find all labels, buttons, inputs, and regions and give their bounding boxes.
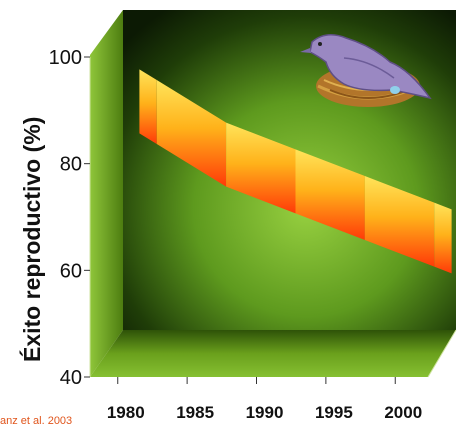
series-ribbon [139, 69, 452, 274]
ribbon-segment [364, 176, 435, 267]
x-axis: 1980 1985 1990 1995 2000 [107, 377, 422, 422]
x-tick-label: 2000 [384, 403, 422, 422]
y-tick-label: 60 [60, 260, 82, 282]
floor [90, 330, 456, 377]
y-axis: 40 60 80 100 [49, 47, 91, 389]
y-tick-label: 100 [49, 47, 82, 69]
x-tick-label: 1995 [315, 403, 353, 422]
ribbon-segment [139, 69, 157, 144]
ribbon-segment [226, 122, 296, 214]
x-tick-label: 1990 [246, 403, 284, 422]
x-tick-label: 1980 [107, 403, 145, 422]
ribbon-segment [434, 202, 452, 274]
y-tick-label: 40 [60, 367, 82, 389]
x-tick-label: 1985 [176, 403, 214, 422]
y-axis-label: Éxito reproductivo (%) [18, 117, 45, 362]
ribbon-segment [295, 149, 365, 240]
left-wall [90, 10, 123, 377]
y-tick-label: 80 [60, 154, 82, 176]
ribbon-segment [156, 80, 227, 187]
source-citation: anz et al. 2003 [0, 415, 72, 427]
front-edge-right [427, 329, 457, 378]
bird-on-nest-icon [300, 34, 432, 107]
